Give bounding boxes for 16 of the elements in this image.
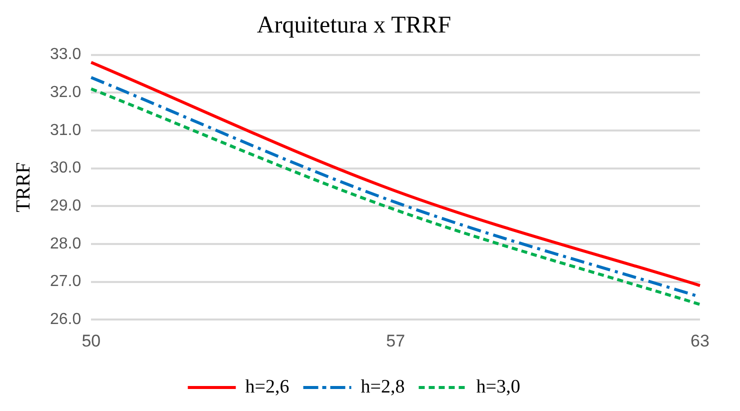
y-tick-label: 26.0	[50, 311, 82, 328]
legend-label: h=3,0	[476, 376, 520, 398]
x-tick-label: 50	[82, 331, 101, 350]
y-tick-label: 29.0	[50, 198, 82, 215]
x-tick-label: 57	[386, 331, 406, 350]
y-tick-label: 33.0	[50, 46, 82, 64]
y-tick-label: 27.0	[50, 273, 82, 290]
x-tick-label: 63	[690, 331, 710, 350]
legend-label: h=2,8	[360, 376, 405, 398]
y-axis-title: TRRF	[12, 162, 34, 212]
chart-title: Arquitetura x TRRF	[256, 12, 452, 39]
y-tick-label: 30.0	[50, 160, 82, 177]
y-tick-label: 31.0	[50, 122, 82, 139]
y-tick-label: 28.0	[50, 235, 82, 252]
y-tick-label: 32.0	[50, 84, 82, 102]
legend-label: h=2,6	[245, 376, 290, 398]
